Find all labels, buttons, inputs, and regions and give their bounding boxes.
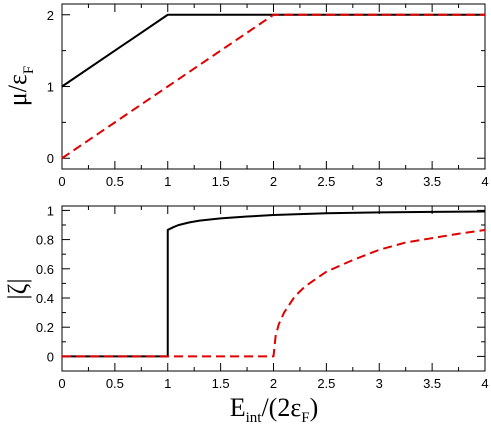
- bottom-series-line-dashed: [62, 228, 486, 358]
- xlabel-end: ): [310, 393, 319, 422]
- top-ylabel-sub: F: [21, 66, 37, 74]
- bottom-xlabel: Eint/(2εF): [230, 393, 319, 426]
- xlabel-main: E: [230, 393, 246, 422]
- bottom-ylabel: |ζ|: [3, 278, 32, 299]
- bottom-ytick-label: 0.6: [36, 262, 54, 277]
- bottom-xtick-label: 1.5: [212, 376, 230, 391]
- top-ytick-label: 2: [47, 8, 54, 23]
- bottom-axis-ticks: 0 0.5 1 1.5 2 2.5 3 3.5 4 0 0.2 0.4 0.6 0.8 1: [36, 203, 489, 391]
- bottom-ytick-label: 0.4: [36, 291, 54, 306]
- top-axis-ticks: 0 0.5 1 1.5 2 2.5 3 3.5 4 0 1 2: [47, 4, 489, 189]
- bottom-ylabel-main: |ζ|: [3, 278, 32, 299]
- bottom-xtick-label: 1: [164, 376, 171, 391]
- bottom-xtick-label: 3: [376, 376, 383, 391]
- top-ytick-label: 0: [47, 151, 54, 166]
- top-xtick-label: 0.5: [106, 174, 124, 189]
- top-xtick-label: 1.5: [212, 174, 230, 189]
- top-series-group: [61, 13, 485, 160]
- bottom-ytick-label: 0.8: [36, 233, 54, 248]
- bottom-panel: 0 0.5 1 1.5 2 2.5 3 3.5 4 0 0.2 0.4 0.6 0.8 1 |ζ| Eint…: [3, 203, 489, 426]
- top-ylabel: μ/εF: [3, 66, 37, 106]
- top-xtick-label: 4: [481, 174, 488, 189]
- top-xtick-label: 1: [164, 174, 171, 189]
- top-ylabel-main: μ/ε: [3, 74, 32, 106]
- bottom-xtick-label: 0.5: [106, 376, 124, 391]
- bottom-xtick-label: 0: [58, 376, 65, 391]
- bottom-ytick-label: 0.2: [36, 320, 54, 335]
- bottom-xtick-label: 3.5: [423, 376, 441, 391]
- bottom-xtick-label: 4: [481, 376, 488, 391]
- bottom-series-group: [62, 210, 486, 358]
- top-series-line-solid: [61, 13, 485, 88]
- top-series-line-dashed: [61, 13, 485, 160]
- bottom-ytick-label: 1: [47, 203, 54, 218]
- top-xtick-label: 3.5: [423, 174, 441, 189]
- top-panel: 0 0.5 1 1.5 2 2.5 3 3.5 4 0 1 2 μ/εF: [3, 3, 489, 189]
- top-ytick-label: 1: [47, 80, 54, 95]
- xlabel-sub2: F: [301, 410, 309, 426]
- top-xtick-label: 2: [270, 174, 277, 189]
- xlabel-tail: /(2ε: [261, 393, 301, 422]
- xlabel-sub: int: [246, 410, 263, 426]
- top-xtick-label: 0: [58, 174, 65, 189]
- top-xtick-label: 3: [376, 174, 383, 189]
- bottom-series-line-solid: [62, 210, 486, 358]
- bottom-ytick-label: 0: [47, 349, 54, 364]
- bottom-plot-frame: [61, 205, 486, 372]
- top-xtick-label: 2.5: [317, 174, 335, 189]
- bottom-xtick-label: 2.5: [317, 376, 335, 391]
- top-plot-frame: [61, 3, 486, 170]
- bottom-xtick-label: 2: [270, 376, 277, 391]
